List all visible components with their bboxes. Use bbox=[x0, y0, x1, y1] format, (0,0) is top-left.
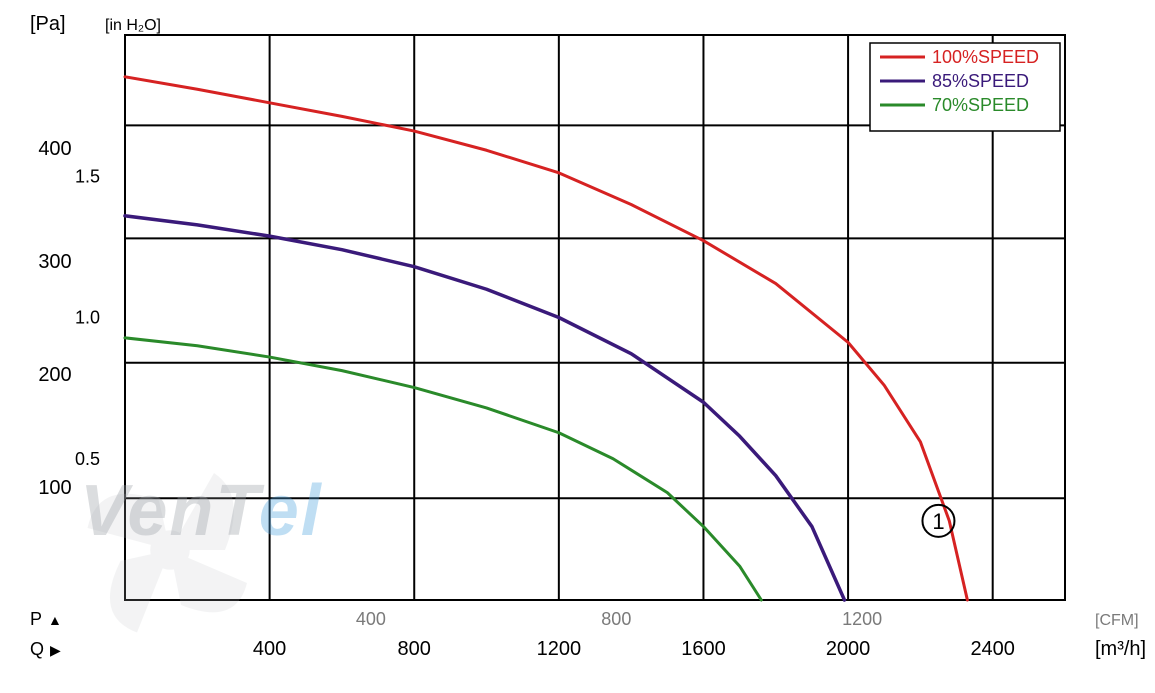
svg-text:85%SPEED: 85%SPEED bbox=[932, 71, 1029, 91]
svg-text:1.0: 1.0 bbox=[75, 308, 100, 328]
svg-text:Q: Q bbox=[30, 639, 44, 659]
svg-text:100: 100 bbox=[38, 477, 71, 499]
svg-text:1600: 1600 bbox=[681, 638, 726, 660]
svg-text:[m³/h]: [m³/h] bbox=[1095, 638, 1146, 660]
svg-text:▶: ▶ bbox=[50, 642, 61, 658]
svg-text:▲: ▲ bbox=[48, 612, 62, 628]
svg-text:400: 400 bbox=[356, 609, 386, 629]
svg-text:400: 400 bbox=[38, 138, 71, 160]
chart-svg: [Pa]100200300400[in H₂O]0.51.01.54008001… bbox=[0, 0, 1155, 693]
svg-text:70%SPEED: 70%SPEED bbox=[932, 95, 1029, 115]
svg-text:[CFM]: [CFM] bbox=[1095, 612, 1139, 629]
svg-text:0.5: 0.5 bbox=[75, 449, 100, 469]
svg-text:2000: 2000 bbox=[826, 638, 871, 660]
svg-text:100%SPEED: 100%SPEED bbox=[932, 47, 1039, 67]
svg-text:300: 300 bbox=[38, 251, 71, 273]
svg-text:[Pa]: [Pa] bbox=[30, 13, 66, 35]
svg-text:P: P bbox=[30, 609, 42, 629]
svg-text:1200: 1200 bbox=[842, 609, 882, 629]
svg-text:2400: 2400 bbox=[970, 638, 1015, 660]
svg-text:1.5: 1.5 bbox=[75, 166, 100, 186]
svg-text:1200: 1200 bbox=[537, 638, 582, 660]
svg-text:1: 1 bbox=[932, 509, 944, 534]
svg-text:800: 800 bbox=[601, 609, 631, 629]
fan-curve-chart: VenTel [Pa]100200300400[in H₂O]0.51.01.5… bbox=[0, 0, 1155, 693]
svg-text:400: 400 bbox=[253, 638, 286, 660]
svg-text:[in H₂O]: [in H₂O] bbox=[105, 17, 161, 34]
svg-text:800: 800 bbox=[398, 638, 431, 660]
svg-text:200: 200 bbox=[38, 364, 71, 386]
